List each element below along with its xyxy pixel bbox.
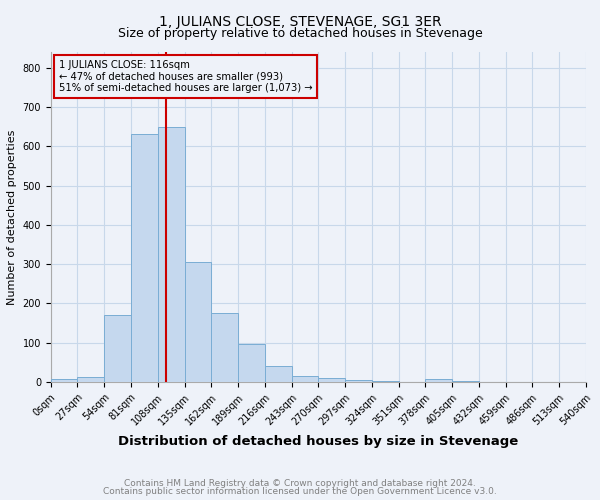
Text: 1 JULIANS CLOSE: 116sqm
← 47% of detached houses are smaller (993)
51% of semi-d: 1 JULIANS CLOSE: 116sqm ← 47% of detache… [59,60,313,94]
X-axis label: Distribution of detached houses by size in Stevenage: Distribution of detached houses by size … [118,435,518,448]
Bar [319,378,345,382]
Y-axis label: Number of detached properties: Number of detached properties [7,130,17,304]
Bar [345,380,372,382]
Bar [185,262,211,382]
Text: Contains HM Land Registry data © Crown copyright and database right 2024.: Contains HM Land Registry data © Crown c… [124,478,476,488]
Bar [51,380,77,382]
Text: Size of property relative to detached houses in Stevenage: Size of property relative to detached ho… [118,28,482,40]
Text: 1, JULIANS CLOSE, STEVENAGE, SG1 3ER: 1, JULIANS CLOSE, STEVENAGE, SG1 3ER [158,15,442,29]
Bar [158,126,185,382]
Bar [211,314,238,382]
Bar [425,380,452,382]
Bar [131,134,158,382]
Bar [104,316,131,382]
Text: Contains public sector information licensed under the Open Government Licence v3: Contains public sector information licen… [103,487,497,496]
Bar [265,366,292,382]
Bar [238,344,265,382]
Bar [77,378,104,382]
Bar [292,376,319,382]
